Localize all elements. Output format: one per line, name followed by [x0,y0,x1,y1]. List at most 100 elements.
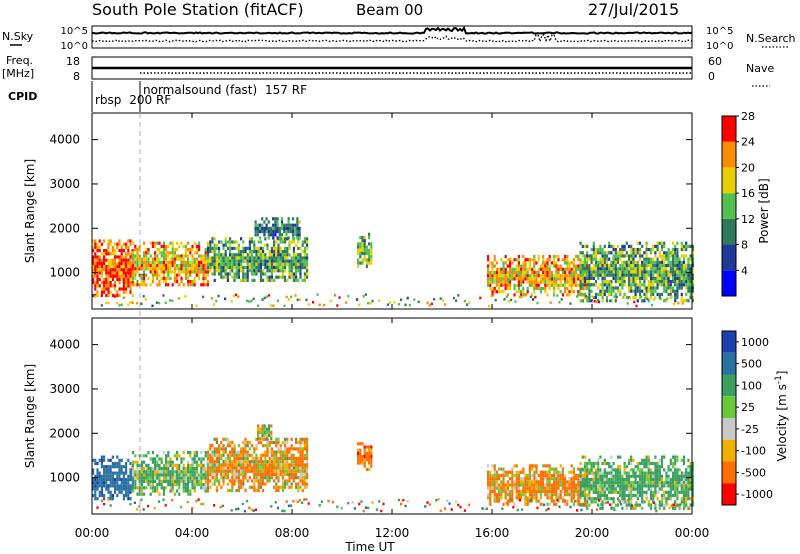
scatter-cell [616,474,620,478]
scatter-cell [285,230,288,234]
scatter-cell [122,242,125,246]
scatter-cell [255,488,258,493]
scatter-cell [625,267,628,271]
scatter-cell [487,267,490,271]
scatter-cell [162,476,165,480]
scatter-cell [546,280,549,284]
velocity-colorbar-bin [722,418,736,440]
velocity-colorbar-bin [722,439,736,462]
scatter-cell [359,442,362,446]
scatter-cell [592,484,595,488]
scatter-cell [218,456,221,461]
scatter-cell [517,261,520,265]
scatter-cell [570,489,573,494]
scatter-cell [182,479,185,483]
scatter-cell [167,473,170,477]
scatter-cell [299,437,302,441]
scatter-cell [557,286,560,291]
scatter-cell [129,287,132,291]
scatter-cell [233,479,236,483]
scatter-cell [229,272,232,276]
scatter-cell [213,278,216,282]
scatter-cell [118,271,121,275]
scatter-cell [665,254,668,258]
scatter-cell [533,280,536,284]
scatter-cell [207,266,210,270]
scatter-cell [645,270,648,274]
scatter-cell [100,271,103,275]
scatter-cell [579,461,582,466]
scatter-cell [493,274,496,278]
scatter-cell [579,261,582,265]
scatter-cell [118,249,121,253]
scatter-cell [248,476,251,480]
scatter-cell [257,266,260,270]
scatter-cell [248,469,251,473]
scatter-cell [301,266,304,270]
scatter-cell [195,451,198,455]
scatter-cell [689,254,692,258]
scatter-cell [625,260,628,264]
scatter-cell [634,254,637,258]
scatter-cell [187,460,190,464]
scatter-cell [641,468,644,472]
scatter-cell [586,267,589,271]
scatter-cell [262,250,265,254]
scatter-cell [647,481,650,485]
scatter-cell [491,483,494,487]
scatter-cell [284,472,287,477]
scatter-cell [528,483,531,487]
scatter-cell [568,264,571,268]
scatter-cell [682,455,686,459]
scatter-cell [586,503,589,507]
scatter-cell [259,453,262,457]
scatter-cell [577,493,580,497]
scatter-cell [505,501,508,505]
scatter-cell [340,507,343,510]
scatter-cell [660,477,664,482]
scatter-cell [542,464,545,468]
scatter-cell [601,257,604,261]
scatter-cell [277,472,280,477]
scatter-cell [581,283,584,287]
scatter-cell [685,273,688,277]
scatter-cell [555,467,558,471]
scatter-cell [627,270,631,274]
scatter-cell [660,276,664,280]
scatter-cell [255,272,258,276]
scatter-cell [165,479,168,483]
scatter-cell [204,473,207,477]
scatter-cell [273,460,276,464]
scatter-cell [518,295,521,298]
scatter-cell [255,269,258,273]
scatter-cell [509,283,512,287]
scatter-cell [272,304,275,307]
scatter-cell [231,453,234,457]
scatter-cell [612,260,615,264]
scatter-cell [362,509,365,513]
scatter-cell [546,496,549,500]
scatter-cell [301,243,304,247]
scatter-cell [612,474,615,478]
scatter-cell [94,261,97,265]
scatter-cell [498,270,501,275]
scatter-cell [400,298,403,301]
scatter-cell [509,267,512,271]
scatter-cell [136,283,139,287]
scatter-cell [533,470,536,474]
scatter-cell [105,284,108,288]
scatter-cell [226,482,229,486]
scatter-cell [502,261,505,265]
scatter-cell [680,264,683,268]
scatter-cell [623,273,626,277]
scatter-cell [114,255,117,259]
scatter-cell [663,244,666,248]
scatter-cell [691,468,694,472]
scatter-cell [353,507,356,510]
scatter-cell [254,230,257,234]
scatter-cell [544,286,547,291]
scatter-cell [522,293,525,297]
scatter-cell [605,474,609,478]
scatter-cell [590,270,593,274]
scatter-cell [140,463,143,467]
